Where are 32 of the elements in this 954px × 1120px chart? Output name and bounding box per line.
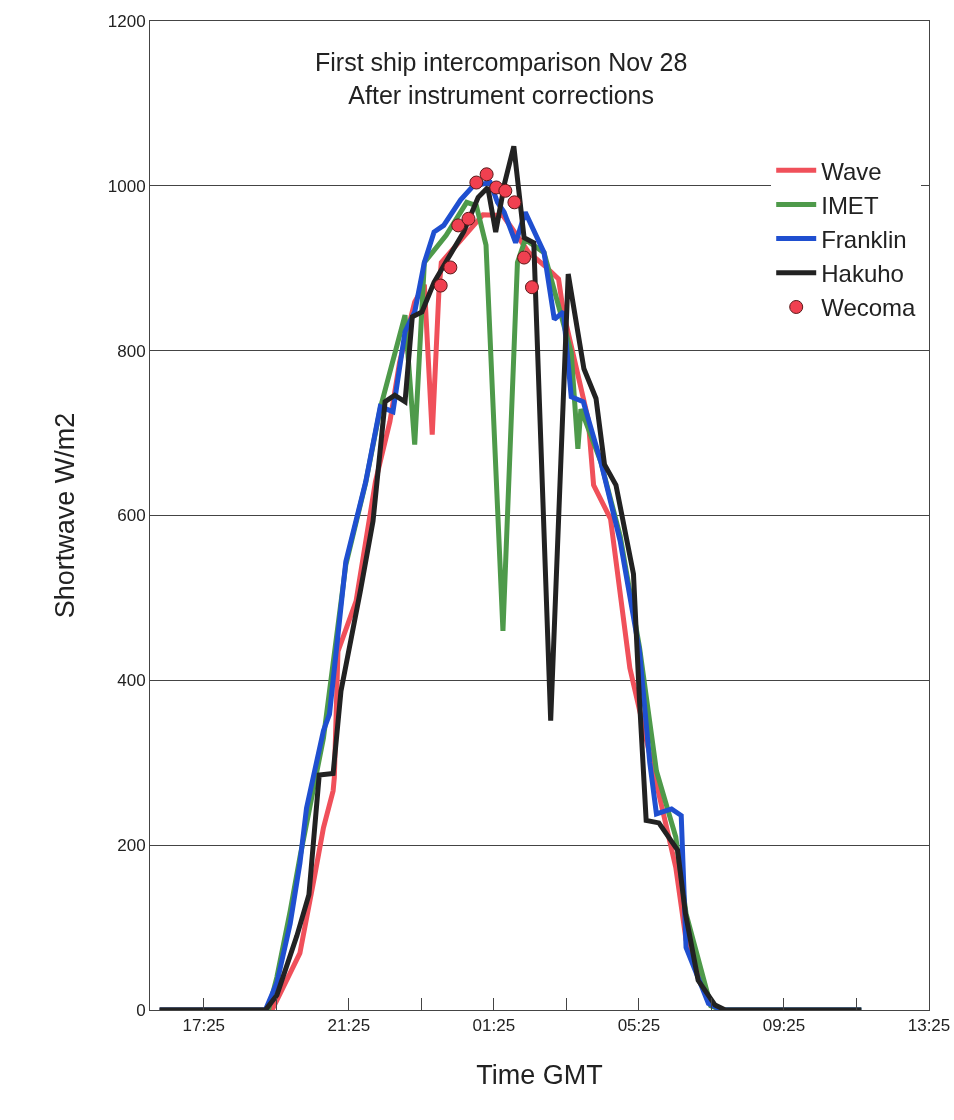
legend-label: Franklin — [821, 225, 907, 253]
legend-label: Wecoma — [821, 294, 917, 322]
point — [433, 278, 448, 293]
y-tick-label: 0 — [136, 1000, 146, 1020]
point — [517, 250, 532, 265]
point — [451, 218, 466, 233]
point — [479, 167, 494, 182]
y-tick-label: 1000 — [107, 176, 146, 196]
y-tick-label: 400 — [117, 671, 146, 691]
x-tick-label: 21:25 — [327, 1016, 371, 1036]
legend-label: IMET — [821, 191, 879, 219]
y-axis-title: Shortwave W/m2 — [49, 412, 80, 619]
legend-label: Hakuho — [821, 260, 904, 288]
x-tick-label: 09:25 — [762, 1016, 806, 1036]
point — [498, 183, 513, 198]
point — [469, 175, 484, 190]
x-tick-label: 05:25 — [617, 1016, 661, 1036]
point — [443, 260, 458, 275]
text: First ship intercomparison Nov 28 — [315, 48, 688, 76]
y-tick-label: 800 — [117, 341, 146, 361]
x-axis-title: Time GMT — [476, 1059, 603, 1090]
x-tick-label: 13:25 — [907, 1016, 951, 1036]
point — [524, 280, 539, 295]
point — [461, 211, 476, 226]
legend-label: Wave — [821, 157, 882, 185]
y-tick-label: 600 — [117, 506, 146, 526]
y-tick-label: 200 — [117, 836, 146, 856]
y-tick-label: 1200 — [107, 11, 146, 31]
x-tick-label: 01:25 — [472, 1016, 516, 1036]
point — [507, 195, 522, 210]
x-tick-label: 17:25 — [182, 1016, 226, 1036]
text: After instrument corrections — [348, 80, 655, 109]
